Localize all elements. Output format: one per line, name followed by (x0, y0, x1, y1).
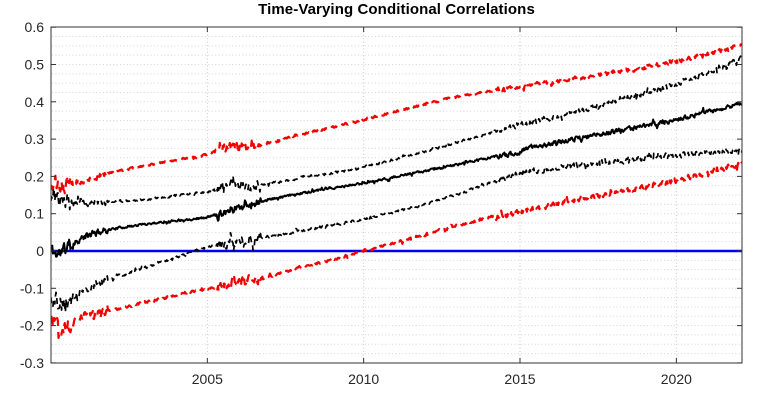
y-tick-label: 0.3 (25, 131, 45, 147)
x-tick-label: 2005 (192, 371, 223, 387)
series-conditional-correlation (51, 101, 742, 258)
axis-layer (50, 26, 743, 364)
series-lower-outer-band-red (51, 161, 742, 339)
y-tick-label: -0.2 (20, 318, 44, 334)
x-tick-label: 2010 (348, 371, 379, 387)
y-tick-label: 0.2 (25, 168, 45, 184)
y-tick-label: 0.4 (25, 94, 45, 110)
y-tick-label: 0.1 (25, 206, 45, 222)
tick-label-layer: 0.6 0.5 0.4 0.3 0.2 0.1 0 -0.1 -0.2 -0.3 2005 2010 2… (20, 19, 692, 387)
y-tick-label: 0.5 (25, 57, 45, 73)
chart-title: Time-Varying Conditional Correlations (258, 1, 535, 18)
y-tick-label: 0 (36, 243, 44, 259)
x-tick-label: 2015 (504, 371, 535, 387)
x-tick-label: 2020 (661, 371, 692, 387)
grid-layer (52, 28, 741, 362)
y-tick-label: -0.3 (20, 355, 44, 371)
axis-box (50, 26, 743, 364)
y-tick-label: 0.6 (25, 19, 45, 35)
series-layer (51, 43, 742, 339)
series-upper-inner-band-black (51, 55, 742, 211)
series-lower-inner-band-black (51, 147, 742, 313)
series-upper-outer-band-red (51, 43, 742, 195)
y-tick-label: -0.1 (20, 280, 44, 296)
